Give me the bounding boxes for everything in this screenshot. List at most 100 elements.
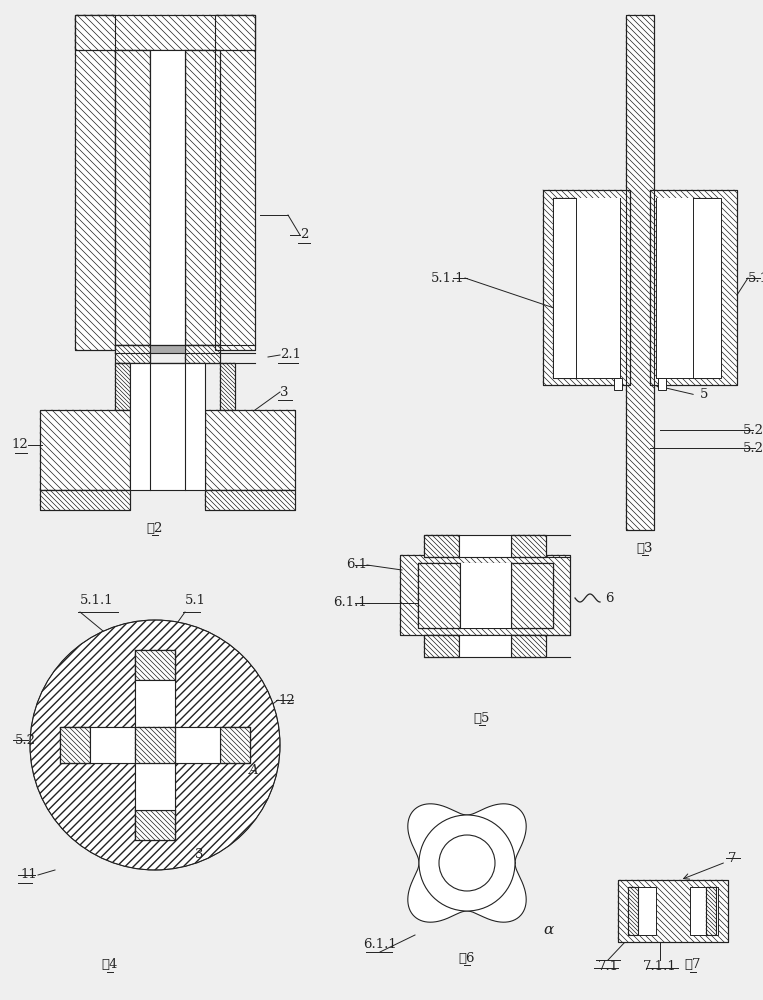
- Text: 图5: 图5: [474, 712, 490, 724]
- Bar: [150, 345, 185, 353]
- Bar: [424, 535, 459, 557]
- Bar: [656, 198, 693, 378]
- Bar: [135, 650, 175, 680]
- Text: 5.1: 5.1: [748, 271, 763, 284]
- Bar: [418, 563, 460, 628]
- Text: 3: 3: [280, 385, 288, 398]
- Bar: [460, 563, 511, 628]
- Bar: [185, 345, 220, 363]
- Text: 图4: 图4: [101, 958, 118, 972]
- Bar: [150, 363, 185, 430]
- Bar: [75, 15, 255, 50]
- Bar: [205, 490, 295, 510]
- Text: 2: 2: [300, 229, 308, 241]
- Bar: [40, 490, 130, 510]
- Bar: [115, 345, 150, 363]
- Bar: [459, 635, 511, 657]
- Bar: [185, 345, 220, 363]
- Bar: [424, 635, 459, 657]
- Bar: [418, 563, 460, 628]
- Bar: [626, 15, 654, 530]
- Bar: [135, 727, 175, 763]
- Bar: [628, 887, 656, 935]
- Text: 5.2: 5.2: [743, 424, 763, 436]
- Bar: [511, 535, 546, 557]
- Text: 5.2.1: 5.2.1: [743, 442, 763, 454]
- Bar: [60, 727, 90, 763]
- Circle shape: [419, 815, 515, 911]
- Bar: [693, 198, 716, 378]
- Bar: [706, 887, 716, 935]
- Bar: [650, 190, 737, 385]
- Bar: [690, 887, 718, 935]
- Bar: [628, 887, 638, 935]
- Bar: [115, 50, 150, 345]
- Text: 6: 6: [605, 591, 613, 604]
- Text: 3: 3: [195, 848, 204, 861]
- Bar: [130, 363, 205, 490]
- Text: α: α: [543, 923, 553, 937]
- Bar: [658, 378, 666, 390]
- Text: 6.1: 6.1: [346, 558, 367, 572]
- Text: 7: 7: [728, 852, 736, 864]
- Bar: [626, 15, 654, 530]
- Bar: [618, 880, 728, 942]
- Bar: [220, 363, 235, 410]
- Text: 5.1.1: 5.1.1: [431, 271, 465, 284]
- Bar: [220, 363, 235, 410]
- Bar: [115, 363, 130, 410]
- Polygon shape: [407, 804, 526, 922]
- Bar: [60, 727, 90, 763]
- Text: 12: 12: [11, 438, 28, 452]
- Bar: [215, 15, 255, 350]
- Text: 6.1.1: 6.1.1: [363, 938, 397, 952]
- Text: 7.1.1: 7.1.1: [643, 960, 677, 974]
- Bar: [511, 535, 546, 557]
- Bar: [135, 650, 175, 840]
- Text: A: A: [248, 764, 258, 776]
- Text: 12: 12: [278, 694, 295, 706]
- Bar: [614, 378, 622, 390]
- Circle shape: [439, 835, 495, 891]
- Text: 图3: 图3: [637, 542, 653, 554]
- Bar: [511, 563, 553, 628]
- Bar: [90, 727, 220, 763]
- Bar: [424, 535, 459, 557]
- Bar: [205, 410, 295, 490]
- Bar: [150, 345, 185, 363]
- Bar: [618, 880, 728, 942]
- Bar: [543, 190, 630, 385]
- Bar: [150, 50, 185, 345]
- Text: 7.1: 7.1: [597, 960, 619, 974]
- Bar: [706, 887, 716, 935]
- Text: 6.1.1: 6.1.1: [333, 596, 367, 609]
- Bar: [553, 198, 618, 378]
- Text: 图7: 图7: [684, 958, 701, 972]
- Bar: [511, 635, 546, 657]
- Bar: [424, 635, 459, 657]
- Text: 11: 11: [20, 868, 37, 882]
- Text: 5.1.1: 5.1.1: [80, 593, 114, 606]
- Bar: [215, 15, 255, 350]
- Bar: [650, 190, 737, 385]
- Bar: [60, 727, 250, 763]
- Text: 2.1: 2.1: [280, 349, 301, 361]
- Bar: [135, 650, 175, 680]
- Bar: [75, 15, 115, 350]
- Bar: [115, 50, 150, 345]
- Circle shape: [30, 620, 280, 870]
- Bar: [553, 198, 576, 378]
- Bar: [553, 198, 576, 378]
- Bar: [185, 50, 220, 345]
- Bar: [135, 810, 175, 840]
- Bar: [135, 727, 175, 763]
- Bar: [400, 555, 570, 635]
- Bar: [115, 345, 150, 363]
- Bar: [75, 15, 115, 350]
- Bar: [185, 50, 220, 345]
- Bar: [40, 410, 130, 490]
- Bar: [220, 727, 250, 763]
- Text: 5.1: 5.1: [185, 593, 206, 606]
- Bar: [400, 555, 570, 635]
- Text: 5: 5: [700, 388, 708, 401]
